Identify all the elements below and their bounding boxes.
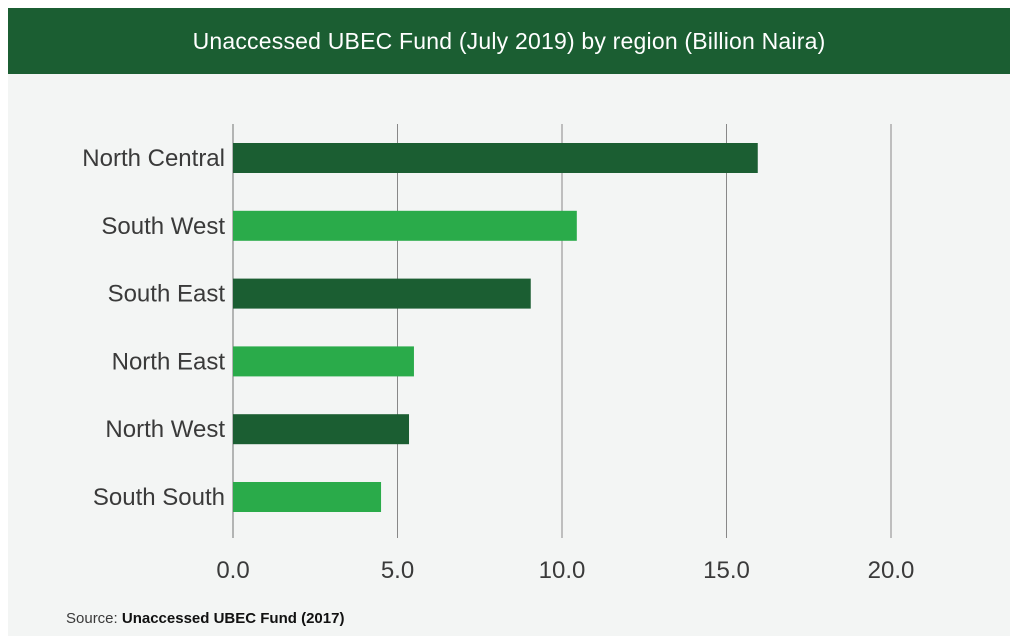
source-note: Source: Unaccessed UBEC Fund (2017) <box>66 610 344 627</box>
bar-north-central <box>233 143 758 173</box>
x-tick-label: 0.0 <box>216 557 249 584</box>
chart-title: Unaccessed UBEC Fund (July 2019) by regi… <box>192 27 826 54</box>
grid-lines <box>232 124 892 538</box>
x-tick-label: 20.0 <box>868 557 915 584</box>
source-prefix: Source: <box>66 610 122 627</box>
x-tick-labels: 0.0 5.0 10.0 15.0 20.0 <box>216 557 914 584</box>
chart-header: Unaccessed UBEC Fund (July 2019) by regi… <box>8 8 1010 74</box>
source-name: Unaccessed UBEC Fund (2017) <box>121 610 345 627</box>
bar-south-south <box>233 482 382 512</box>
category-label: North West <box>105 416 225 443</box>
chart-frame: Unaccessed UBEC Fund (July 2019) by regi… <box>8 8 1010 636</box>
bar-chart: North Central South West South East North E… <box>82 124 914 584</box>
category-label: South West <box>101 213 225 240</box>
category-labels: North Central South West South East North E… <box>82 145 225 511</box>
bar-north-east <box>233 346 414 377</box>
category-label: South South <box>93 484 225 511</box>
x-tick-label: 15.0 <box>703 557 750 584</box>
category-label: South East <box>108 281 226 308</box>
x-tick-label: 5.0 <box>381 557 414 584</box>
x-tick-label: 10.0 <box>539 557 586 584</box>
bar-north-west <box>233 414 410 445</box>
bar-south-west <box>233 210 577 241</box>
bar-south-east <box>233 278 531 309</box>
category-label: North East <box>112 348 226 375</box>
bars <box>233 143 758 512</box>
category-label: North Central <box>82 145 225 172</box>
